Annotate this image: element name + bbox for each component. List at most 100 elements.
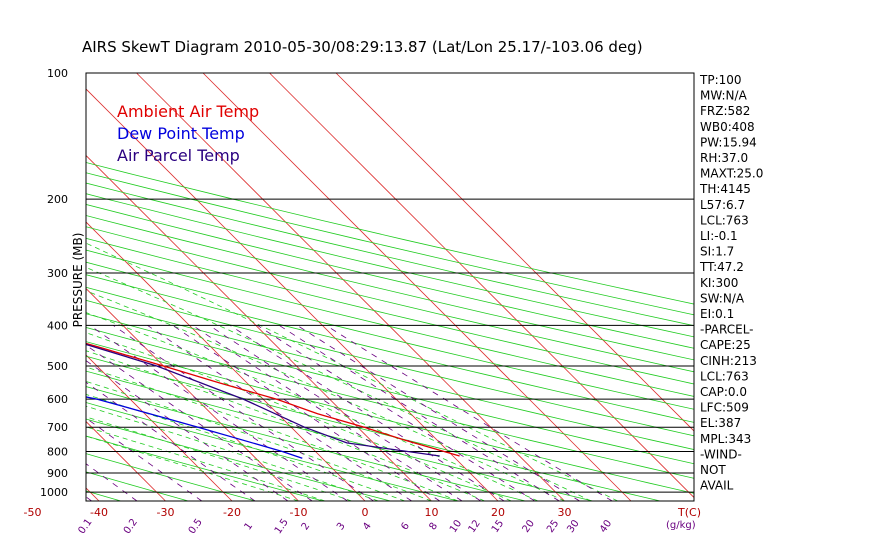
dry-adiabat-line xyxy=(86,237,694,385)
bottom-temp-tick-label: 10 xyxy=(425,506,439,519)
legend-entry: Air Parcel Temp xyxy=(117,146,240,165)
dry-adiabat-line xyxy=(86,226,694,373)
legend: Ambient Air Temp Dew Point Temp Air Parcel… xyxy=(117,102,259,165)
moist-adiabat-line xyxy=(86,312,539,501)
stat-entry: L57:6.7 xyxy=(700,198,745,212)
bottom-temp-tick-label: -10 xyxy=(290,506,308,519)
stat-entry: CAPE:25 xyxy=(700,338,751,352)
bottom-temp-tick-label: -30 xyxy=(157,506,175,519)
mixing-ratio-tick-label: 10 xyxy=(448,518,464,535)
dry-adiabat-line xyxy=(86,299,694,450)
mixing-ratio-tick-label: 4 xyxy=(361,521,374,533)
stat-entry: KI:300 xyxy=(700,276,738,290)
mixing-ratio-tick-label: 0.1 xyxy=(76,517,94,536)
stat-entry: MW:N/A xyxy=(700,89,748,103)
stat-entry: EI:0.1 xyxy=(700,307,734,321)
dry-adiabat-line xyxy=(86,249,694,397)
moist-adiabat-line xyxy=(86,290,565,501)
pressure-tick-label: 900 xyxy=(47,467,68,480)
mixing-ratio-tick-label: 2 xyxy=(300,521,313,533)
mixing-ratio-line xyxy=(172,324,441,501)
stat-entry: -WIND- xyxy=(700,447,742,461)
dry-adiabat-line xyxy=(86,490,121,501)
mixing-ratio-line xyxy=(89,324,348,501)
stat-entry: LCL:763 xyxy=(700,213,749,227)
profile-series xyxy=(86,342,460,459)
stat-entry: TH:4145 xyxy=(699,182,751,196)
dry-adiabat-line xyxy=(86,274,694,423)
mixing-ratio-tick-label: 15 xyxy=(490,518,506,535)
dry-adiabat-line xyxy=(86,172,694,316)
pressure-tick-label: 100 xyxy=(47,67,68,80)
mixing-ratio-line xyxy=(86,496,92,501)
stat-entry: TP:100 xyxy=(699,73,742,87)
mixing-ratio-tick-label: 25 xyxy=(545,518,561,535)
mixing-ratio-line xyxy=(208,324,482,501)
pressure-tick-label: 800 xyxy=(47,446,68,459)
pressure-tick-label: 500 xyxy=(47,360,68,373)
mixing-ratio-line xyxy=(229,324,505,501)
moist-adiabat-lines xyxy=(86,242,618,501)
isotherm-line xyxy=(269,73,694,499)
stat-entry: WB0:408 xyxy=(700,120,755,134)
bottom-temp-tick-label: 30 xyxy=(558,506,572,519)
mixing-ratio-tick-label: 0.5 xyxy=(187,517,205,536)
pressure-tick-label: 700 xyxy=(47,421,68,434)
mixing-ratio-tick-label: 3 xyxy=(335,521,348,533)
moist-adiabat-line xyxy=(86,366,459,501)
stat-entry: -PARCEL- xyxy=(700,323,754,337)
dry-adiabat-line xyxy=(86,204,694,349)
pressure-tick-label: 300 xyxy=(47,267,68,280)
series-line xyxy=(86,342,460,457)
dry-adiabat-line xyxy=(86,453,256,501)
moist-adiabat-line xyxy=(86,416,352,501)
dry-adiabat-line xyxy=(86,215,694,361)
mixing-ratio-line xyxy=(86,360,289,501)
isotherm-line xyxy=(335,73,694,432)
bottom-temp-unit: T(C) xyxy=(677,506,701,519)
dry-adiabat-line xyxy=(86,341,694,494)
dry-adiabat-line xyxy=(86,286,694,437)
mixing-ratio-tick-label: 20 xyxy=(521,518,537,535)
mixing-ratio-unit: (g/kg) xyxy=(666,520,696,531)
mixing-ratio-tick-label: 30 xyxy=(565,518,581,535)
mixing-ratio-line xyxy=(192,324,463,501)
mixing-ratio-tick-label: 0.2 xyxy=(122,517,140,536)
stat-entry: CAP:0.0 xyxy=(700,385,747,399)
mixing-ratio-ticks: 0.1 0.2 0.5 1 1.5 2 3 4 6 8 10 12 15 20 25 30 40 (g/kg) xyxy=(76,517,695,536)
legend-entry: Dew Point Temp xyxy=(117,124,245,143)
stat-entry: PW:15.94 xyxy=(700,135,757,149)
stat-entry: SI:1.7 xyxy=(700,245,734,259)
pressure-tick-label: 600 xyxy=(47,393,68,406)
pressure-ticks: 100 200 300 400 500 600 700 800 900 1000 xyxy=(40,67,68,499)
moist-adiabat-line xyxy=(86,266,592,501)
moist-adiabat-line xyxy=(86,332,512,501)
isotherm-line xyxy=(202,73,632,501)
stat-entry: FRZ:582 xyxy=(700,104,750,118)
mixing-ratio-line xyxy=(278,324,560,501)
dry-adiabat-line xyxy=(86,313,694,465)
mixing-ratio-line xyxy=(86,344,313,501)
mixing-ratio-tick-label: 1 xyxy=(243,521,256,533)
series-line xyxy=(86,396,303,459)
dry-adiabat-line xyxy=(86,355,661,501)
bottom-temp-tick-label: -20 xyxy=(223,506,241,519)
bottom-temp-tick-label: 20 xyxy=(491,506,505,519)
isotherm-line xyxy=(86,221,366,501)
mixing-ratio-line xyxy=(147,324,412,501)
stat-entry: SW:N/A xyxy=(700,291,745,305)
dry-adiabat-line xyxy=(86,327,694,479)
dry-adiabat-line xyxy=(86,193,694,338)
stat-entry: AVAIL xyxy=(700,479,734,493)
stat-entry: CINH:213 xyxy=(700,354,757,368)
mixing-ratio-tick-label: 40 xyxy=(598,518,614,535)
mixing-ratio-tick-label: 12 xyxy=(467,518,483,535)
dry-adiabat-line xyxy=(86,261,694,410)
isotherm-line xyxy=(86,154,432,501)
bottom-temp-tick-label: 0 xyxy=(362,506,369,519)
chart-title: AIRS SkewT Diagram 2010-05-30/08:29:13.8… xyxy=(82,38,643,56)
series-line xyxy=(86,343,440,457)
stat-entry: MPL:343 xyxy=(700,432,751,446)
bottom-temp-ticks: -50 -40 -30 -20 -10 0 10 20 30 T(C) xyxy=(24,506,701,519)
isotherm-lines xyxy=(86,73,694,501)
